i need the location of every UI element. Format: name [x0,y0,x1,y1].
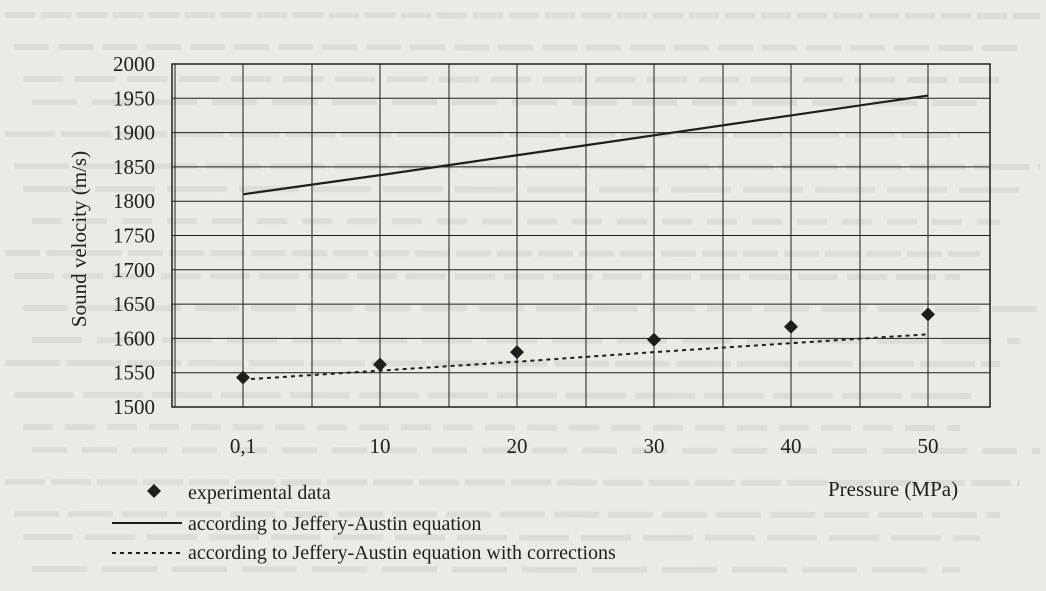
experimental-data-point [510,345,524,360]
legend-diamond-marker [147,484,161,498]
background-texture-line [4,479,1021,486]
experimental-data-point [784,319,798,334]
y-tick-label: 1800 [113,189,155,213]
y-axis-label: Sound velocity (m/s) [67,151,91,327]
y-tick-label: 2000 [113,52,155,76]
legend: experimental data according to Jeffery-A… [112,482,616,564]
y-tick-label: 1600 [113,326,155,350]
y-tick-label: 1900 [113,121,155,145]
x-tick-label: 20 [507,434,528,458]
plot-border [171,63,991,408]
chart-grid [171,63,990,408]
x-tick-label: 0,1 [230,434,256,458]
legend-item-jeffery-austin: according to Jeffery-Austin equation [112,513,481,535]
y-tick-label: 1750 [113,224,155,248]
x-axis-ticks: 0,1 10 20 30 40 50 [230,434,939,458]
background-texture-line [22,76,1001,83]
experimental-data-point [647,332,661,347]
x-tick-label: 50 [918,434,939,458]
y-tick-label: 1650 [113,292,155,316]
background-texture-line [31,218,1001,225]
x-tick-label: 10 [370,434,391,458]
equation-line [242,94,929,196]
series-layer [236,94,935,385]
background-texture-line [4,131,961,138]
experimental-data-point [373,357,387,372]
x-tick-label: 30 [644,434,665,458]
background-texture-line [31,99,981,106]
plot-area [171,63,991,408]
legend-item-jeffery-austin-corrected: according to Jeffery-Austin equation wit… [112,542,616,564]
background-texture-line [13,44,1021,51]
y-tick-label: 1500 [113,395,155,419]
experimental-data-point [236,370,250,385]
background-texture-line [13,511,1001,518]
legend-label-jeffery-austin: according to Jeffery-Austin equation [188,513,481,535]
background-texture-line [31,337,1021,344]
experimental-data-point [921,307,935,322]
y-tick-label: 1950 [113,86,155,110]
y-tick-label: 1550 [113,361,155,385]
background-texture-line [4,12,1041,19]
y-tick-label: 1700 [113,258,155,282]
corrected-equation-line [242,333,929,381]
x-tick-label: 40 [781,434,802,458]
background-texture-line [31,447,1041,454]
y-axis-ticks: 1500 1550 1600 1650 1700 1750 1800 1850 1900 1950… [113,52,155,419]
background-texture-line [31,566,961,573]
background-texture-line [22,424,961,431]
background-texture-line [22,534,981,541]
legend-label-jeffery-austin-corrected: according to Jeffery-Austin equation wit… [188,542,616,564]
legend-item-experimental: experimental data [147,482,331,504]
background-texture-line [4,250,981,257]
y-tick-label: 1850 [113,155,155,179]
legend-label-experimental: experimental data [188,482,331,504]
x-axis-label: Pressure (MPa) [828,477,958,501]
background-texture-line [22,186,1021,193]
